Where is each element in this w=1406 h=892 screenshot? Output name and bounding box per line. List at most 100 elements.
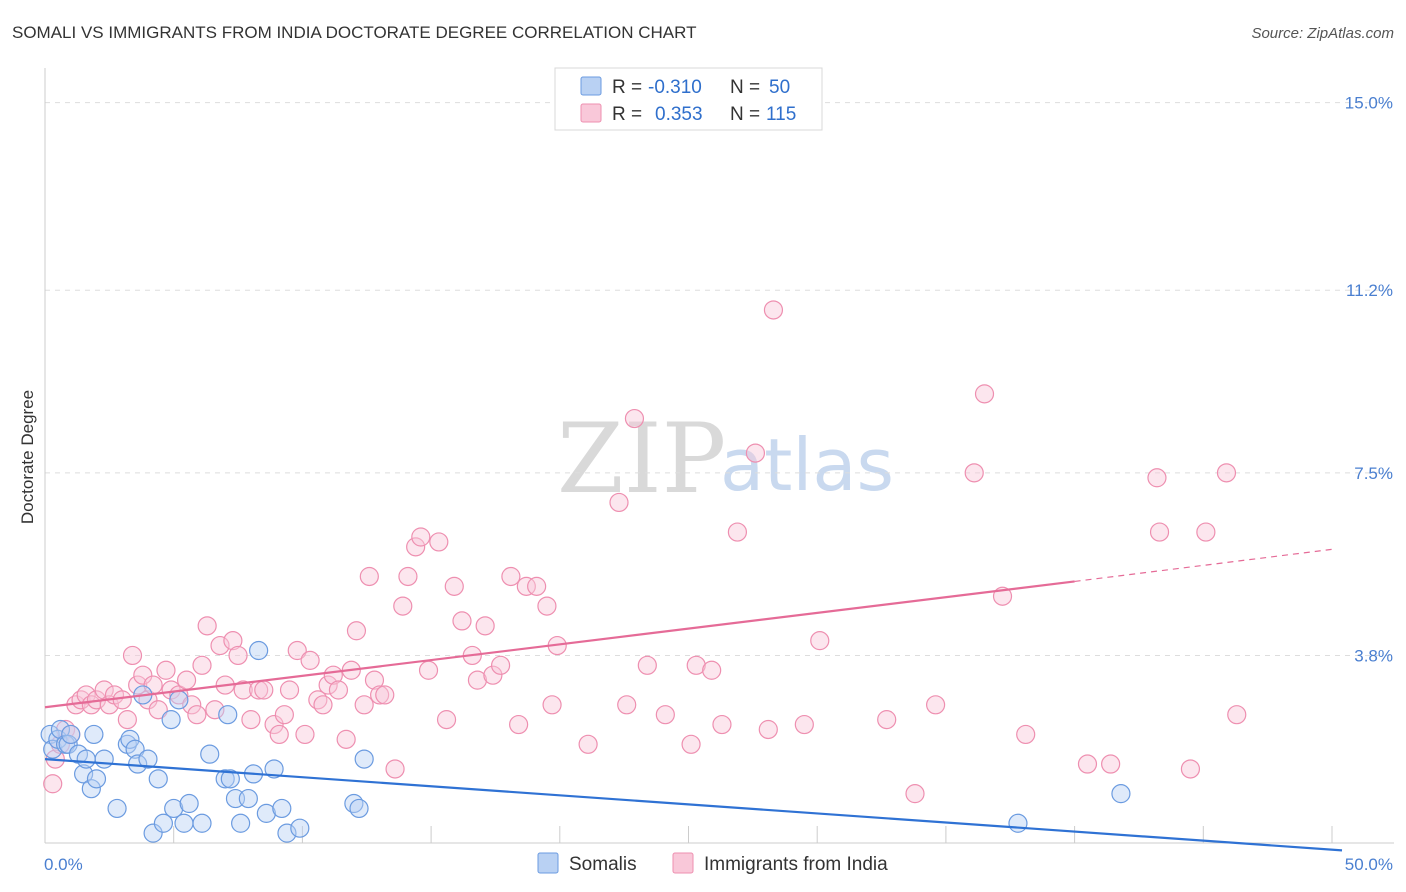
- data-point: [1101, 754, 1121, 774]
- data-point: [354, 695, 374, 715]
- series-immigrants-from-india: [43, 300, 1247, 804]
- data-point: [192, 655, 212, 675]
- data-point: [117, 710, 137, 730]
- data-point: [176, 670, 197, 690]
- data-point: [287, 640, 307, 661]
- data-point: [264, 714, 284, 735]
- legend: R = -0.310 N = 50 R = 0.353 N = 115: [554, 67, 823, 131]
- data-point: [249, 640, 269, 661]
- data-point: [274, 705, 294, 725]
- data-point: [1016, 724, 1036, 745]
- data-point: [483, 665, 503, 685]
- data-point: [148, 700, 168, 720]
- y-tick-labels: 3.8% 7.5% 11.2% 15.0%: [1345, 94, 1393, 666]
- data-point: [501, 566, 521, 587]
- data-point: [364, 670, 385, 690]
- bottom-legend-label-somalis: Somalis: [569, 854, 637, 875]
- data-point: [794, 714, 814, 735]
- data-point: [406, 537, 426, 557]
- data-point: [279, 680, 300, 700]
- data-point: [1216, 463, 1237, 483]
- data-point: [763, 300, 784, 320]
- data-point: [527, 576, 547, 596]
- y-tick-label: 15.0%: [1345, 94, 1393, 113]
- data-point: [313, 695, 333, 715]
- data-point: [436, 710, 457, 730]
- data-point: [712, 714, 732, 735]
- legend-n-value-somalis: 50: [769, 77, 790, 98]
- data-point: [475, 616, 495, 636]
- data-point: [272, 798, 292, 819]
- x-tick-label-max: 50.0%: [1345, 855, 1393, 874]
- data-point: [197, 616, 217, 636]
- data-point: [1008, 813, 1028, 833]
- data-point: [254, 680, 274, 700]
- data-point: [220, 769, 240, 789]
- data-point: [164, 798, 184, 819]
- trend-line-somalis: [44, 757, 1343, 852]
- legend-r-label-india: R =: [612, 104, 642, 125]
- legend-r-value-somalis: -0.310: [648, 77, 702, 98]
- data-point: [128, 675, 148, 695]
- legend-n-label-india: N =: [730, 104, 760, 125]
- data-point: [1077, 754, 1098, 774]
- data-point: [537, 596, 557, 616]
- data-point: [490, 655, 511, 675]
- data-point: [122, 645, 143, 666]
- legend-n-value-india: 115: [766, 104, 796, 125]
- watermark-atlas: atlas: [720, 423, 894, 507]
- data-point: [192, 813, 212, 833]
- y-tick-label: 7.5%: [1354, 464, 1393, 483]
- data-point: [74, 764, 94, 784]
- data-point: [393, 596, 413, 616]
- bottom-legend-swatch-india: [672, 852, 694, 874]
- legend-r-value-india: 0.353: [655, 104, 703, 125]
- data-point: [84, 724, 104, 745]
- grid: [45, 102, 1394, 656]
- data-point: [686, 655, 706, 675]
- data-point: [138, 749, 158, 769]
- x-tick-label-min: 0.0%: [44, 855, 83, 874]
- data-point: [290, 818, 310, 838]
- data-point: [210, 635, 230, 656]
- data-point: [264, 759, 284, 779]
- data-point: [905, 784, 925, 804]
- data-point: [1180, 759, 1201, 779]
- data-point: [112, 690, 132, 710]
- data-point: [346, 621, 367, 641]
- data-point: [727, 522, 748, 542]
- data-point: [218, 705, 238, 725]
- data-point: [702, 660, 722, 680]
- data-point: [43, 739, 63, 759]
- data-point: [241, 710, 261, 730]
- data-point: [578, 734, 598, 754]
- data-point: [133, 665, 153, 685]
- data-point: [655, 705, 675, 725]
- data-point: [375, 685, 395, 705]
- bottom-legend: Somalis Immigrants from India: [537, 852, 888, 875]
- watermark-zip: ZIP: [557, 403, 726, 515]
- data-point: [509, 714, 529, 735]
- y-tick-label: 11.2%: [1346, 281, 1393, 300]
- data-point: [681, 734, 701, 754]
- legend-swatch-somalis: [580, 76, 602, 96]
- series-somalis: [40, 640, 1131, 843]
- data-point: [1227, 705, 1247, 725]
- data-point: [205, 700, 225, 720]
- data-point: [1149, 522, 1170, 542]
- data-point: [328, 680, 349, 700]
- data-point: [1196, 522, 1216, 542]
- data-point: [745, 443, 766, 463]
- data-point: [318, 675, 338, 695]
- data-point: [300, 650, 320, 670]
- data-point: [143, 823, 163, 843]
- data-point: [228, 645, 248, 666]
- data-point: [542, 695, 562, 715]
- bottom-legend-swatch-somalis: [537, 852, 559, 874]
- y-tick-label: 3.8%: [1354, 646, 1393, 665]
- data-point: [238, 788, 258, 809]
- data-point: [617, 695, 637, 715]
- chart-title: SOMALI VS IMMIGRANTS FROM INDIA DOCTORAT…: [12, 23, 696, 42]
- data-point: [974, 384, 995, 404]
